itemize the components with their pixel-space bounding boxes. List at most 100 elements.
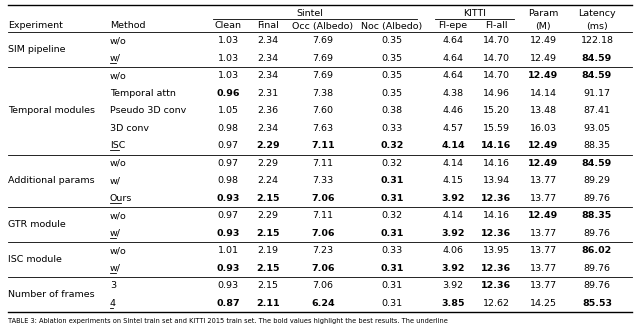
Text: 12.36: 12.36 [481, 194, 511, 203]
Text: Occ (Albedo): Occ (Albedo) [292, 21, 353, 30]
Text: 0.31: 0.31 [380, 176, 404, 185]
Text: Temporal modules: Temporal modules [8, 106, 95, 115]
Text: 0.87: 0.87 [216, 299, 240, 308]
Text: 1.03: 1.03 [218, 54, 239, 63]
Text: 7.63: 7.63 [312, 124, 333, 133]
Text: 7.11: 7.11 [312, 159, 333, 168]
Text: w/: w/ [110, 264, 121, 273]
Text: Experiment: Experiment [8, 21, 63, 30]
Text: 12.49: 12.49 [528, 71, 558, 80]
Text: SIM pipeline: SIM pipeline [8, 45, 65, 54]
Text: 3.92: 3.92 [441, 229, 465, 238]
Text: 0.32: 0.32 [381, 159, 403, 168]
Text: 14.96: 14.96 [483, 89, 509, 98]
Text: 2.34: 2.34 [257, 54, 278, 63]
Text: 13.77: 13.77 [529, 281, 557, 290]
Text: Fl-epe: Fl-epe [438, 21, 468, 30]
Text: 1.05: 1.05 [218, 106, 239, 115]
Text: Temporal attn: Temporal attn [110, 89, 176, 98]
Text: 12.49: 12.49 [528, 141, 558, 150]
Text: 3: 3 [110, 281, 116, 290]
Text: 1.03: 1.03 [218, 36, 239, 45]
Text: 122.18: 122.18 [580, 36, 614, 45]
Text: 7.06: 7.06 [312, 281, 333, 290]
Text: 84.59: 84.59 [582, 159, 612, 168]
Text: 14.25: 14.25 [529, 299, 557, 308]
Text: 13.94: 13.94 [483, 176, 509, 185]
Text: 0.35: 0.35 [381, 54, 403, 63]
Text: 3.92: 3.92 [442, 281, 463, 290]
Text: 14.70: 14.70 [483, 36, 509, 45]
Text: 12.36: 12.36 [481, 264, 511, 273]
Text: 2.36: 2.36 [257, 106, 278, 115]
Text: 0.93: 0.93 [218, 281, 239, 290]
Text: 0.35: 0.35 [381, 36, 403, 45]
Text: 7.60: 7.60 [312, 106, 333, 115]
Text: 15.59: 15.59 [483, 124, 509, 133]
Text: 0.31: 0.31 [380, 264, 404, 273]
Text: 4.14: 4.14 [442, 159, 463, 168]
Text: 1.01: 1.01 [218, 246, 239, 255]
Text: 14.16: 14.16 [483, 211, 509, 220]
Text: 7.23: 7.23 [312, 246, 333, 255]
Text: 0.32: 0.32 [380, 141, 404, 150]
Text: 0.31: 0.31 [381, 299, 403, 308]
Text: 0.93: 0.93 [216, 264, 240, 273]
Text: ISC module: ISC module [8, 255, 62, 264]
Text: 89.76: 89.76 [584, 194, 611, 203]
Text: 4.14: 4.14 [442, 211, 463, 220]
Text: 7.38: 7.38 [312, 89, 333, 98]
Text: Additional params: Additional params [8, 176, 95, 185]
Text: w/o: w/o [110, 159, 127, 168]
Text: 0.33: 0.33 [381, 124, 403, 133]
Text: 88.35: 88.35 [584, 141, 611, 150]
Text: 13.77: 13.77 [529, 194, 557, 203]
Text: 2.15: 2.15 [256, 194, 280, 203]
Text: 87.41: 87.41 [584, 106, 611, 115]
Text: 89.76: 89.76 [584, 281, 611, 290]
Text: 0.98: 0.98 [218, 124, 239, 133]
Text: 0.96: 0.96 [216, 89, 240, 98]
Text: 2.34: 2.34 [257, 71, 278, 80]
Text: 16.03: 16.03 [529, 124, 557, 133]
Text: w/o: w/o [110, 211, 127, 220]
Text: 86.02: 86.02 [582, 246, 612, 255]
Text: 2.19: 2.19 [257, 246, 278, 255]
Text: 12.36: 12.36 [481, 281, 511, 290]
Text: 0.98: 0.98 [218, 176, 239, 185]
Text: 2.34: 2.34 [257, 36, 278, 45]
Text: w/: w/ [110, 229, 121, 238]
Text: Final: Final [257, 21, 279, 30]
Text: 0.31: 0.31 [380, 229, 404, 238]
Text: 3D conv: 3D conv [110, 124, 149, 133]
Text: 7.69: 7.69 [312, 54, 333, 63]
Text: 4.38: 4.38 [442, 89, 463, 98]
Text: 0.93: 0.93 [216, 194, 240, 203]
Text: 89.76: 89.76 [584, 264, 611, 273]
Text: 13.95: 13.95 [483, 246, 509, 255]
Text: 13.77: 13.77 [529, 229, 557, 238]
Text: 4.64: 4.64 [442, 54, 463, 63]
Text: 2.29: 2.29 [257, 159, 278, 168]
Text: 0.38: 0.38 [381, 106, 403, 115]
Text: 2.29: 2.29 [257, 211, 278, 220]
Text: 2.31: 2.31 [257, 89, 278, 98]
Text: 2.11: 2.11 [256, 299, 280, 308]
Text: 0.97: 0.97 [218, 141, 239, 150]
Text: Ours: Ours [110, 194, 132, 203]
Text: 3.92: 3.92 [441, 264, 465, 273]
Text: (ms): (ms) [586, 21, 608, 30]
Text: 2.24: 2.24 [257, 176, 278, 185]
Text: 4.64: 4.64 [442, 71, 463, 80]
Text: 93.05: 93.05 [584, 124, 611, 133]
Text: 14.14: 14.14 [529, 89, 557, 98]
Text: 7.33: 7.33 [312, 176, 333, 185]
Text: (M): (M) [535, 21, 551, 30]
Text: 4.14: 4.14 [441, 141, 465, 150]
Text: 12.49: 12.49 [528, 211, 558, 220]
Text: 0.33: 0.33 [381, 246, 403, 255]
Text: 7.06: 7.06 [311, 194, 335, 203]
Text: 0.35: 0.35 [381, 71, 403, 80]
Text: 85.53: 85.53 [582, 299, 612, 308]
Text: 4.57: 4.57 [442, 124, 463, 133]
